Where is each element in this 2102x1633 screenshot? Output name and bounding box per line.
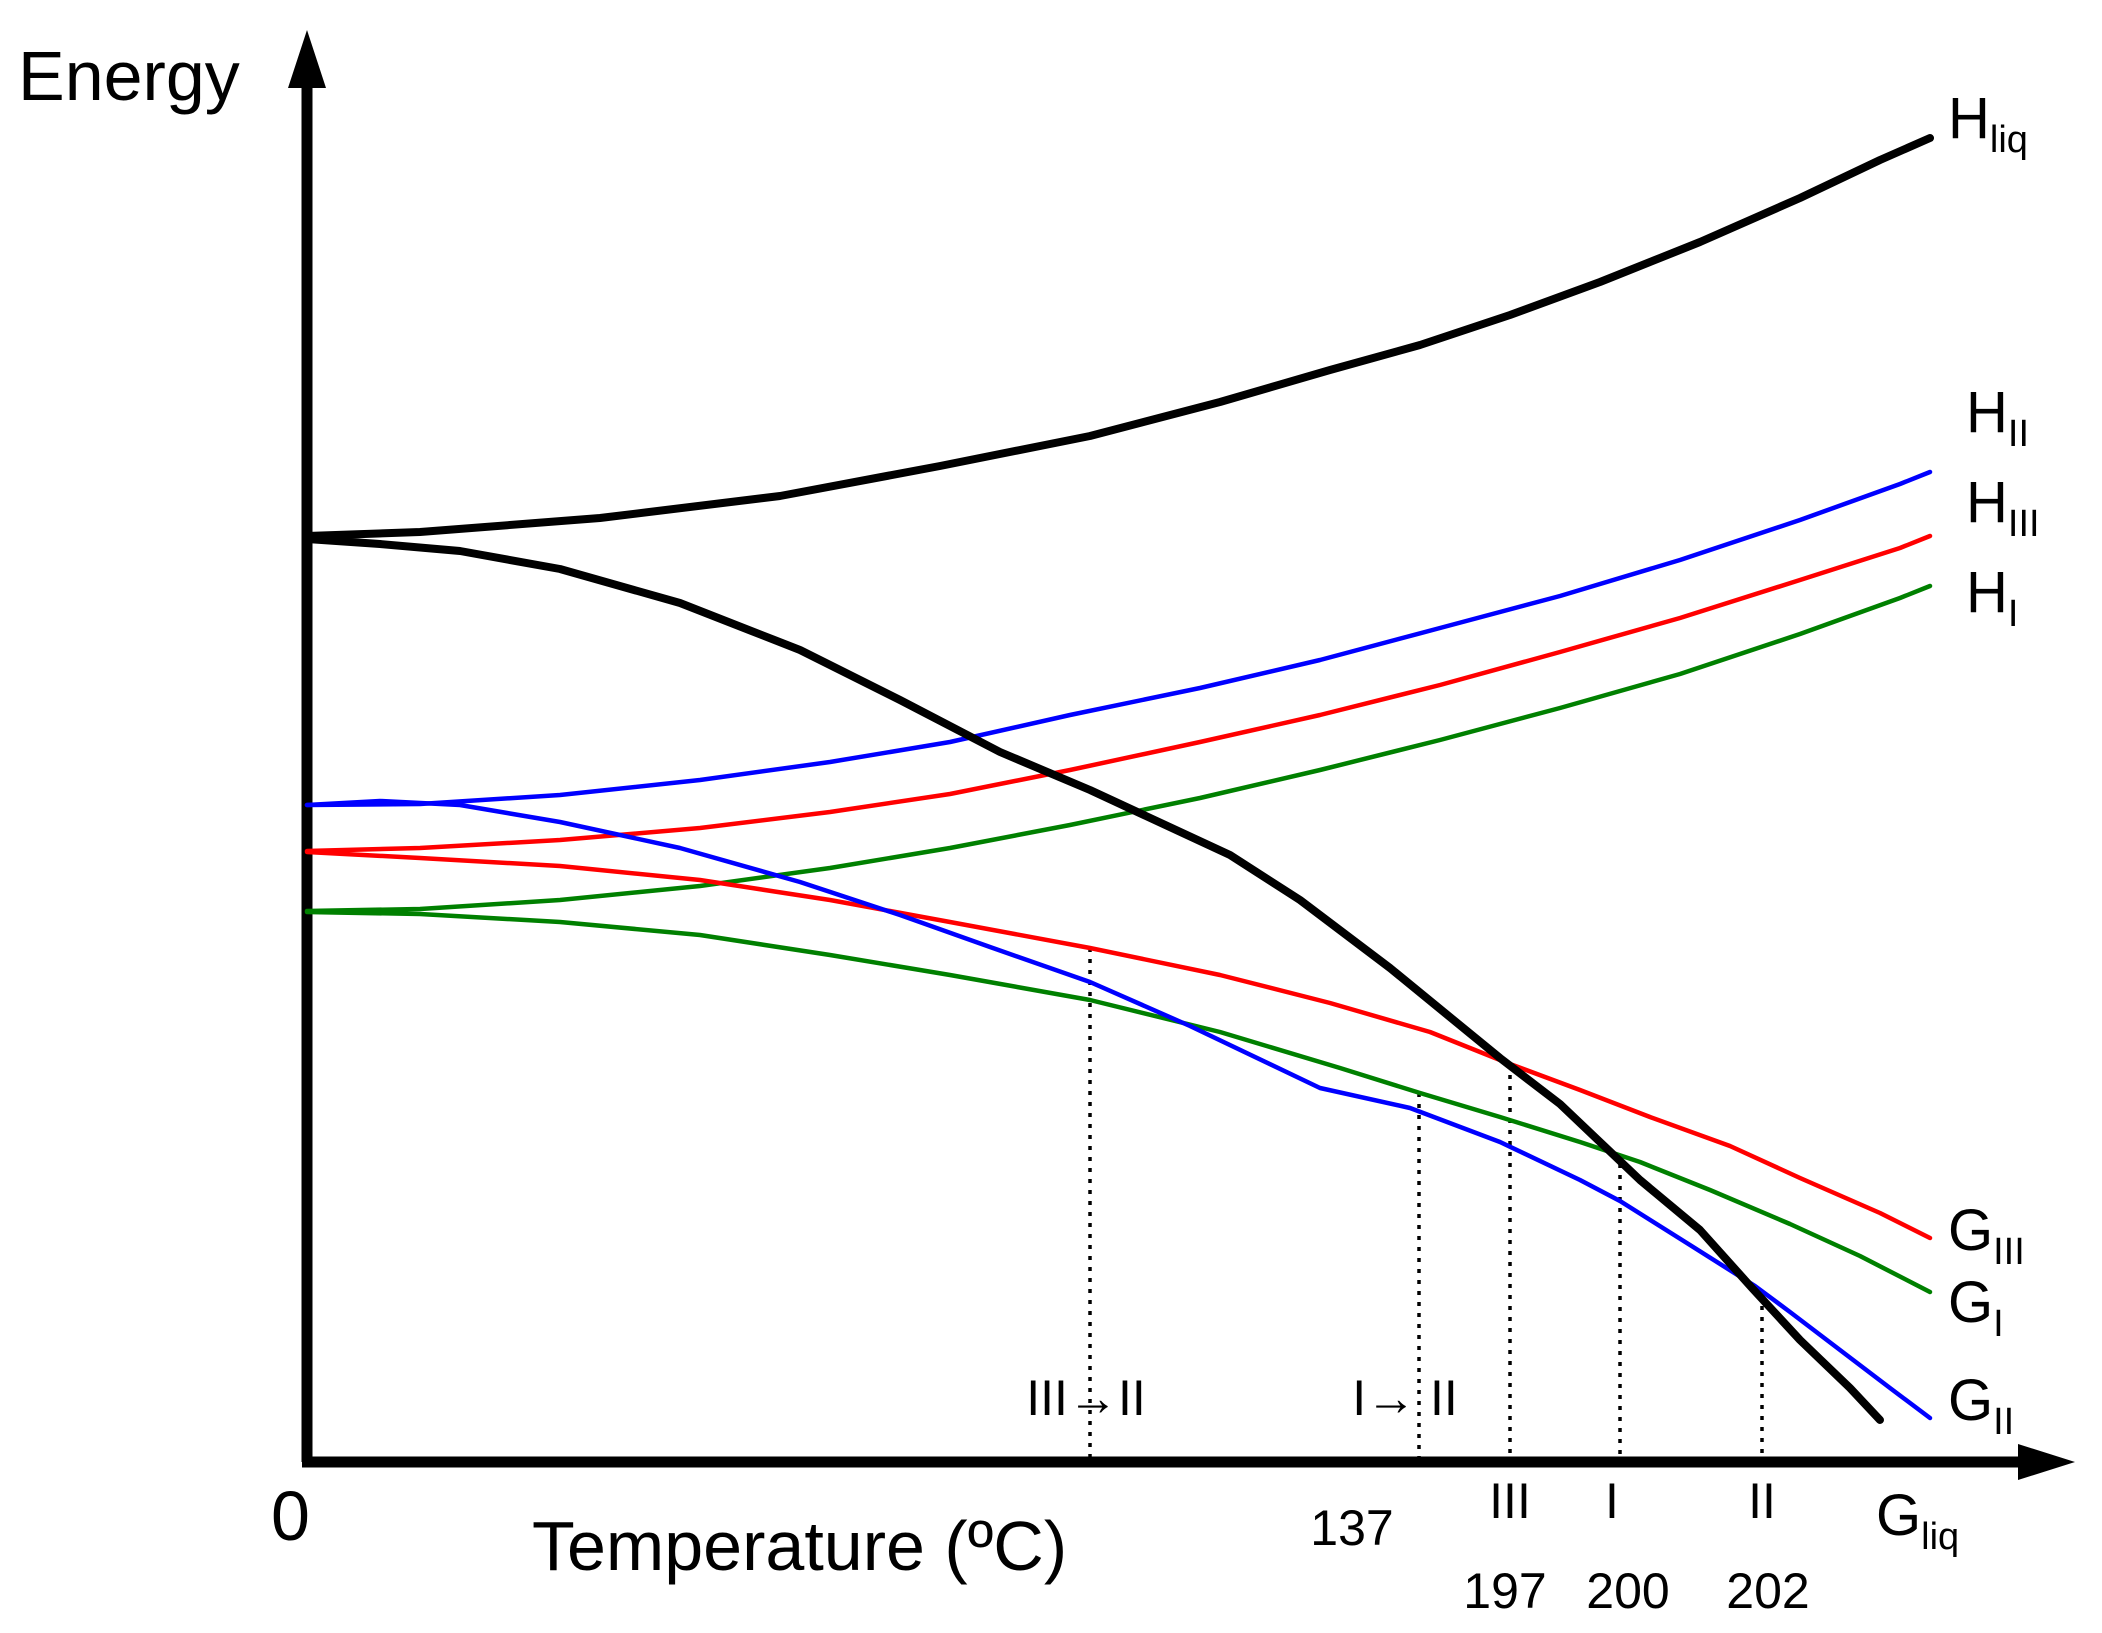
x-axis-title: Temperature (ºC) bbox=[532, 1507, 1067, 1585]
transition-labels: III→II I→ II 137 III 197 I 200 II 202 bbox=[1026, 1370, 1809, 1619]
label-h-i: HI bbox=[1966, 560, 2018, 635]
origin-label: 0 bbox=[271, 1477, 310, 1555]
tick-phase-iii: III bbox=[1489, 1473, 1531, 1529]
axes bbox=[288, 30, 2075, 1480]
tick-phase-ii: II bbox=[1748, 1473, 1776, 1529]
transition-guides bbox=[1088, 948, 1764, 1457]
tick-temp-197: 197 bbox=[1463, 1563, 1546, 1619]
curve-g-ii bbox=[304, 798, 1933, 1421]
tick-phase-i: I bbox=[1605, 1473, 1619, 1529]
transition-iii-to-ii: III→II bbox=[1026, 1370, 1145, 1426]
curve-labels: Hliq HII HIII HI GIII GI GII Gliq bbox=[1876, 86, 2040, 1558]
label-g-iii: GIII bbox=[1948, 1198, 2025, 1273]
y-axis-title: Energy bbox=[18, 37, 240, 115]
curve-h-liq bbox=[303, 134, 1934, 540]
label-g-liq: Gliq bbox=[1876, 1483, 1959, 1558]
energy-curves bbox=[303, 134, 1934, 1424]
transition-i-to-ii: I→ II bbox=[1352, 1370, 1458, 1426]
tick-temp-200: 200 bbox=[1586, 1563, 1669, 1619]
tick-temp-202: 202 bbox=[1726, 1563, 1809, 1619]
curve-g-iii bbox=[304, 849, 1933, 1241]
label-g-i: GI bbox=[1948, 1270, 2004, 1345]
label-h-ii: HII bbox=[1966, 380, 2029, 455]
label-h-iii: HIII bbox=[1966, 470, 2040, 545]
label-h-liq: Hliq bbox=[1948, 86, 2028, 161]
curve-g-i bbox=[304, 909, 1933, 1295]
y-axis-arrowhead bbox=[288, 30, 326, 88]
curve-h-i bbox=[304, 583, 1933, 914]
x-axis-arrowhead bbox=[2018, 1444, 2075, 1480]
curve-h-iii bbox=[304, 533, 1933, 854]
curve-h-ii bbox=[304, 469, 1933, 808]
curve-g-liq bbox=[303, 535, 1884, 1424]
tick-temp-137: 137 bbox=[1310, 1500, 1393, 1556]
label-g-ii: GII bbox=[1948, 1368, 2014, 1443]
